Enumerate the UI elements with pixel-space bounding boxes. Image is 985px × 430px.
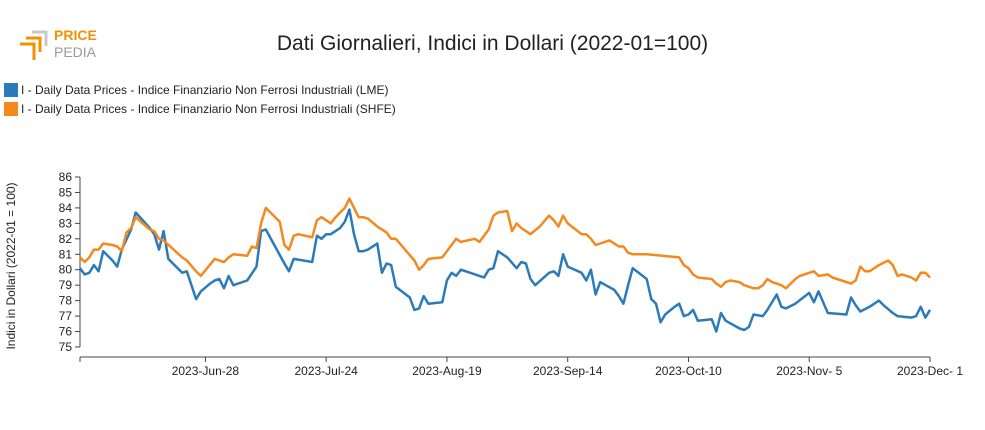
legend-label-lme: I - Daily Data Prices - Indice Finanziar… [21,82,389,97]
legend-label-shfe: I - Daily Data Prices - Indice Finanziar… [21,101,396,116]
x-tick-label: 2023-Aug-19 [412,364,482,378]
x-tick-label: 2023-Oct-10 [655,364,722,378]
y-tick-label: 80 [59,263,73,277]
legend-swatch-lme [4,82,18,97]
y-tick-label: 83 [59,216,73,230]
y-tick-label: 84 [59,201,73,215]
y-axis-label: Indici in Dollari (2022-01 = 100) [4,182,18,349]
y-tick-label: 86 [59,170,73,184]
legend-item-shfe[interactable]: I - Daily Data Prices - Indice Finanziar… [4,99,396,118]
x-tick-label: 2023-Dec- 1 [897,364,963,378]
x-tick-label: 2023-Jul-24 [294,364,358,378]
y-tick-label: 77 [59,309,73,323]
y-tick-label: 82 [59,232,73,246]
x-tick-label: 2023-Jun-28 [172,364,240,378]
y-tick-label: 76 [59,325,73,339]
series-line-shfe [79,197,931,290]
y-tick-label: 85 [59,185,73,199]
legend-item-lme[interactable]: I - Daily Data Prices - Indice Finanziar… [4,80,396,99]
y-tick-label: 75 [59,340,73,354]
logo-top-text: PRICE [54,27,97,43]
x-tick-label: 2023-Sep-14 [533,364,603,378]
series-line-lme [78,208,932,333]
y-tick-label: 81 [59,247,73,261]
x-tick-label: 2023-Nov- 5 [776,364,842,378]
legend: I - Daily Data Prices - Indice Finanziar… [4,80,396,118]
pricepedia-logo: PRICE PEDIA [20,27,97,60]
y-tick-label: 78 [59,294,73,308]
legend-swatch-shfe [4,101,18,116]
y-tick-label: 79 [59,278,73,292]
chart-title: Dati Giornalieri, Indici in Dollari (202… [276,32,709,55]
logo-bottom-text: PEDIA [54,44,97,60]
